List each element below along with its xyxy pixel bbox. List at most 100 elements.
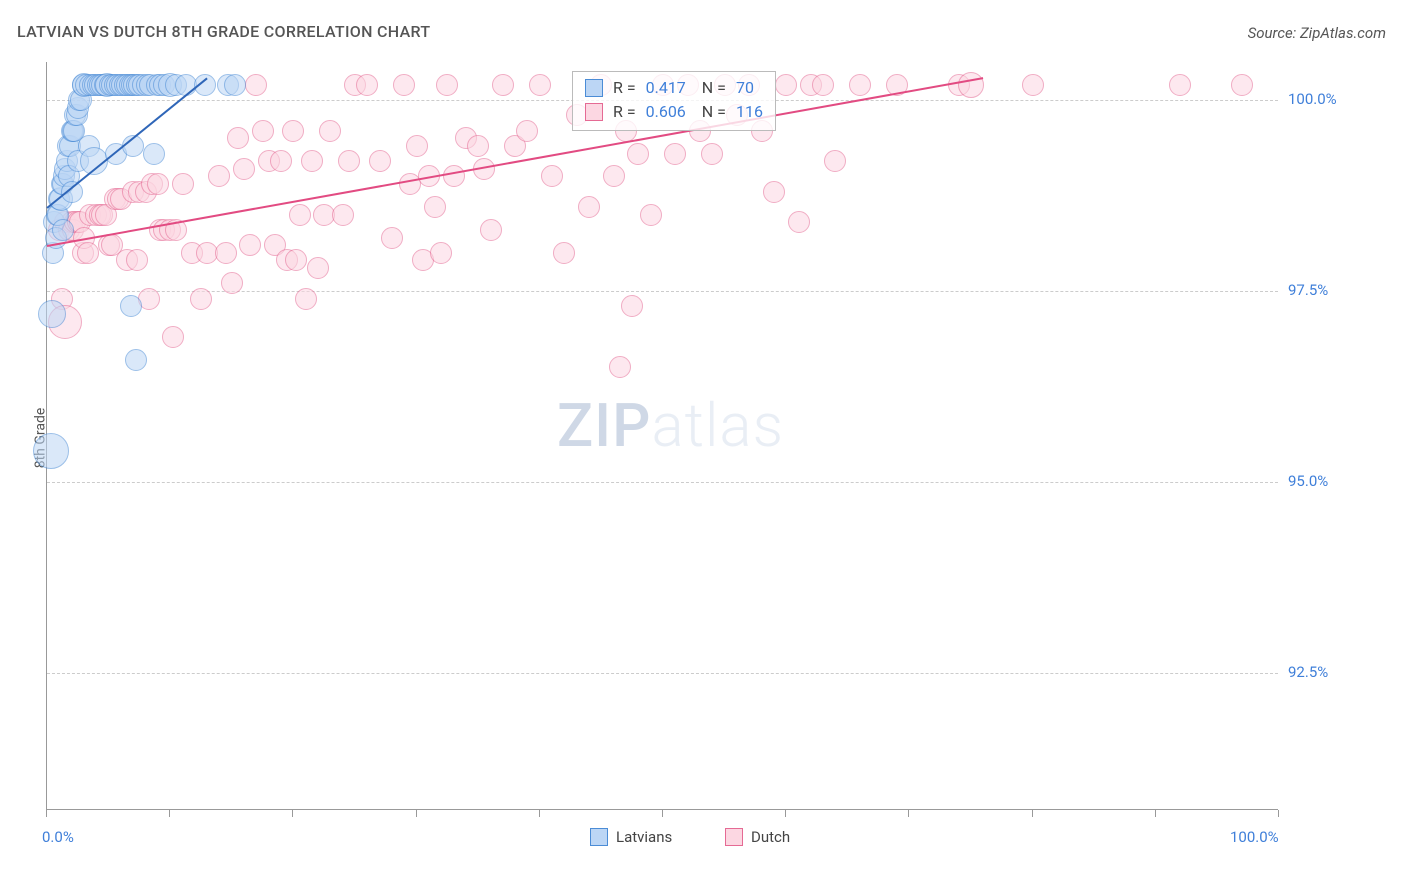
scatter-point-dutch bbox=[208, 165, 230, 187]
x-tick-mark bbox=[785, 810, 786, 817]
scatter-point-dutch bbox=[332, 204, 354, 226]
x-tick-mark bbox=[1155, 810, 1156, 817]
chart-title: LATVIAN VS DUTCH 8TH GRADE CORRELATION C… bbox=[17, 22, 430, 41]
scatter-point-dutch bbox=[701, 143, 723, 165]
swatch-latvians-icon bbox=[585, 79, 603, 97]
scatter-point-dutch bbox=[285, 249, 307, 271]
scatter-point-dutch bbox=[282, 120, 304, 142]
scatter-point-dutch bbox=[393, 74, 415, 96]
stats-r-value-dutch: 0.606 bbox=[646, 100, 686, 124]
x-tick-mark bbox=[908, 810, 909, 817]
scatter-point-dutch bbox=[190, 288, 212, 310]
scatter-point-dutch bbox=[958, 72, 984, 98]
stats-n-label: N = bbox=[702, 76, 726, 100]
scatter-point-dutch bbox=[126, 249, 148, 271]
stats-row-latvians: R = 0.417 N = 70 bbox=[585, 76, 763, 100]
scatter-point-dutch bbox=[492, 74, 514, 96]
scatter-point-dutch bbox=[233, 158, 255, 180]
scatter-point-dutch bbox=[1169, 74, 1191, 96]
scatter-point-dutch bbox=[227, 127, 249, 149]
scatter-point-latvians bbox=[33, 433, 69, 469]
x-tick-mark bbox=[169, 810, 170, 817]
scatter-point-dutch bbox=[664, 143, 686, 165]
scatter-point-dutch bbox=[609, 356, 631, 378]
scatter-point-dutch bbox=[788, 211, 810, 233]
scatter-point-dutch bbox=[627, 143, 649, 165]
scatter-point-dutch bbox=[436, 74, 458, 96]
x-tick-mark bbox=[1032, 810, 1033, 817]
scatter-point-dutch bbox=[307, 257, 329, 279]
scatter-point-dutch bbox=[338, 150, 360, 172]
scatter-point-dutch bbox=[289, 204, 311, 226]
scatter-point-dutch bbox=[147, 173, 169, 195]
scatter-point-dutch bbox=[578, 196, 600, 218]
x-tick-label: 0.0% bbox=[42, 828, 74, 846]
scatter-point-dutch bbox=[603, 165, 625, 187]
scatter-point-dutch bbox=[1022, 74, 1044, 96]
scatter-point-dutch bbox=[162, 326, 184, 348]
scatter-point-latvians bbox=[52, 219, 74, 241]
scatter-point-dutch bbox=[541, 165, 563, 187]
x-tick-mark bbox=[539, 810, 540, 817]
scatter-point-dutch bbox=[467, 135, 489, 157]
scatter-point-dutch bbox=[172, 173, 194, 195]
x-tick-mark bbox=[46, 810, 47, 817]
scatter-point-dutch bbox=[824, 150, 846, 172]
scatter-point-dutch bbox=[406, 135, 428, 157]
scatter-point-dutch bbox=[245, 74, 267, 96]
y-tick-label: 100.0% bbox=[1288, 90, 1337, 108]
scatter-point-dutch bbox=[239, 234, 261, 256]
scatter-point-dutch bbox=[516, 120, 538, 142]
source-label: Source: ZipAtlas.com bbox=[1248, 24, 1386, 42]
swatch-dutch-icon bbox=[585, 103, 603, 121]
stats-r-value-latvians: 0.417 bbox=[646, 76, 686, 100]
scatter-point-dutch bbox=[812, 74, 834, 96]
grid-line bbox=[47, 482, 1278, 483]
correlation-stats-box: R = 0.417 N = 70 R = 0.606 N = 116 bbox=[572, 71, 776, 131]
scatter-point-dutch bbox=[763, 181, 785, 203]
scatter-point-dutch bbox=[270, 150, 292, 172]
watermark-zip: ZIP bbox=[557, 390, 651, 461]
scatter-point-latvians bbox=[120, 295, 142, 317]
scatter-point-dutch bbox=[553, 242, 575, 264]
scatter-point-dutch bbox=[356, 74, 378, 96]
scatter-point-dutch bbox=[480, 219, 502, 241]
legend-swatch-latvians-icon bbox=[590, 828, 608, 846]
scatter-point-latvians bbox=[143, 143, 165, 165]
y-tick-label: 92.5% bbox=[1288, 663, 1328, 681]
scatter-plot-area: ZIPatlas bbox=[46, 62, 1278, 810]
scatter-point-dutch bbox=[221, 272, 243, 294]
scatter-point-dutch bbox=[295, 288, 317, 310]
stats-r-label: R = bbox=[613, 76, 636, 100]
stats-n-value-latvians: 70 bbox=[736, 76, 754, 100]
scatter-point-dutch bbox=[443, 165, 465, 187]
scatter-point-dutch bbox=[640, 204, 662, 226]
scatter-point-dutch bbox=[621, 295, 643, 317]
scatter-point-dutch bbox=[369, 150, 391, 172]
x-tick-mark bbox=[1278, 810, 1279, 817]
x-tick-mark bbox=[292, 810, 293, 817]
watermark-atlas: atlas bbox=[651, 390, 784, 461]
scatter-point-dutch bbox=[775, 74, 797, 96]
scatter-point-dutch bbox=[424, 196, 446, 218]
grid-line bbox=[47, 673, 1278, 674]
x-tick-mark bbox=[662, 810, 663, 817]
legend-label-latvians: Latvians bbox=[616, 828, 672, 846]
x-tick-label: 100.0% bbox=[1230, 828, 1279, 846]
scatter-point-latvians bbox=[38, 300, 66, 328]
x-tick-mark bbox=[416, 810, 417, 817]
scatter-point-latvians bbox=[125, 349, 147, 371]
scatter-point-dutch bbox=[1231, 74, 1253, 96]
legend-label-dutch: Dutch bbox=[751, 828, 790, 846]
stats-r-label: R = bbox=[613, 100, 636, 124]
legend-latvians: Latvians bbox=[590, 828, 672, 846]
legend-dutch: Dutch bbox=[725, 828, 790, 846]
scatter-point-dutch bbox=[529, 74, 551, 96]
stats-n-value-dutch: 116 bbox=[736, 100, 763, 124]
y-tick-label: 97.5% bbox=[1288, 281, 1328, 299]
scatter-point-latvians bbox=[224, 74, 246, 96]
scatter-point-dutch bbox=[430, 242, 452, 264]
stats-row-dutch: R = 0.606 N = 116 bbox=[585, 100, 763, 124]
scatter-point-dutch bbox=[381, 227, 403, 249]
legend-swatch-dutch-icon bbox=[725, 828, 743, 846]
